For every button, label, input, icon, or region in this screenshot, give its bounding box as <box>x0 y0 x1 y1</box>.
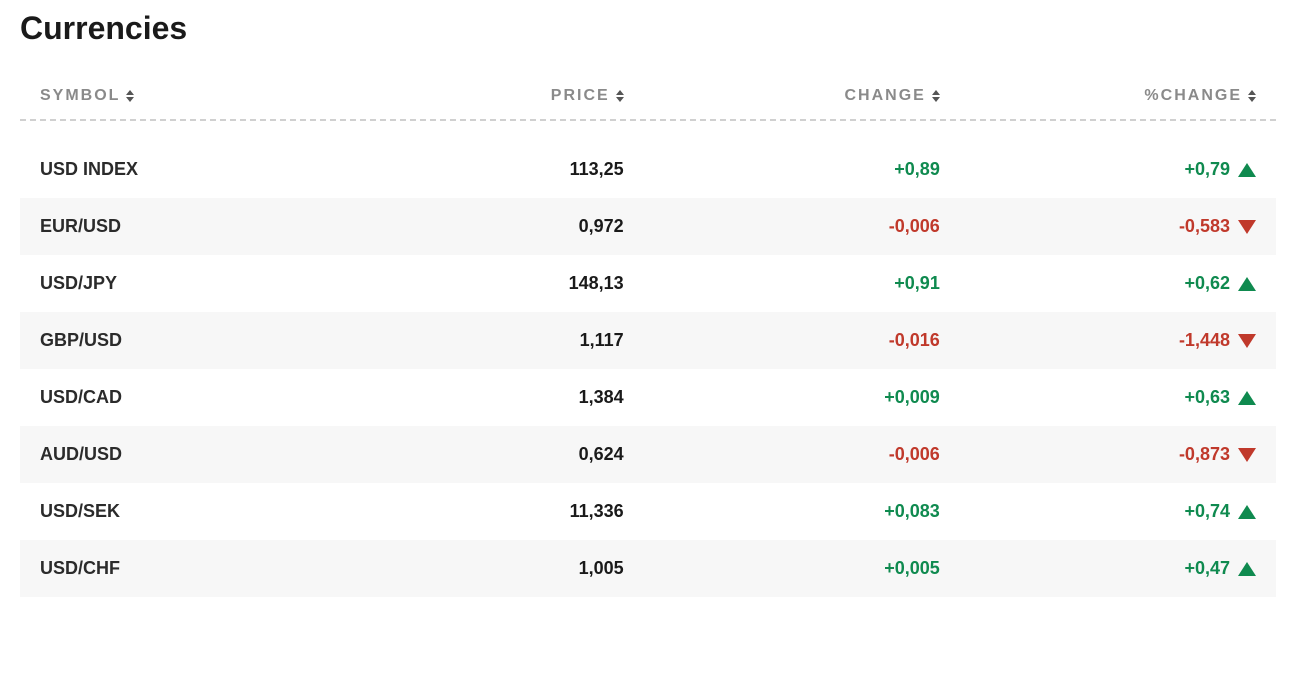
cell-change: -0,016 <box>624 330 940 351</box>
table-row[interactable]: USD/JPY148,13+0,91 +0,62 <box>20 255 1276 312</box>
table-header: SYMBOL PRICE CHANGE %CHANGE <box>20 87 1276 121</box>
arrow-up-icon <box>1238 277 1256 291</box>
cell-pchange: -0,583 <box>940 216 1256 237</box>
table-body: USD INDEX113,25+0,89+0,79EUR/USD0,972-0,… <box>20 141 1276 597</box>
cell-pchange: -0,873 <box>940 444 1256 465</box>
col-header-symbol[interactable]: SYMBOL <box>40 87 368 105</box>
table-row[interactable]: EUR/USD0,972-0,006 -0,583 <box>20 198 1276 255</box>
table-row[interactable]: GBP/USD1,117-0,016 -1,448 <box>20 312 1276 369</box>
cell-pchange: +0,79 <box>940 159 1256 180</box>
col-header-label: CHANGE <box>844 87 925 105</box>
cell-symbol: USD/CAD <box>40 387 368 408</box>
cell-change: +0,91 <box>624 273 940 294</box>
sort-icon <box>932 90 940 102</box>
sort-icon <box>616 90 624 102</box>
cell-price: 1,384 <box>368 387 623 408</box>
table-row[interactable]: USD/SEK11,336+0,083 +0,74 <box>20 483 1276 540</box>
table-row[interactable]: USD/CHF1,005+0,005 +0,47 <box>20 540 1276 597</box>
table-row[interactable]: USD INDEX113,25+0,89 +0,79 <box>20 141 1276 198</box>
arrow-up-icon <box>1238 163 1256 177</box>
cell-pchange: +0,62 <box>940 273 1256 294</box>
cell-price: 0,972 <box>368 216 623 237</box>
cell-change: +0,009 <box>624 387 940 408</box>
cell-symbol: GBP/USD <box>40 330 368 351</box>
cell-price: 113,25 <box>368 159 623 180</box>
cell-price: 11,336 <box>368 501 623 522</box>
cell-pchange: +0,74 <box>940 501 1256 522</box>
pchange-value: -0,583 <box>1179 216 1230 237</box>
cell-price: 0,624 <box>368 444 623 465</box>
cell-pchange: +0,47 <box>940 558 1256 579</box>
pchange-value: -1,448 <box>1179 330 1230 351</box>
arrow-down-icon <box>1238 334 1256 348</box>
cell-change: -0,006 <box>624 444 940 465</box>
arrow-down-icon <box>1238 448 1256 462</box>
pchange-value: +0,63 <box>1184 387 1230 408</box>
arrow-up-icon <box>1238 505 1256 519</box>
cell-change: +0,89 <box>624 159 940 180</box>
pchange-value: +0,74 <box>1184 501 1230 522</box>
cell-symbol: AUD/USD <box>40 444 368 465</box>
cell-symbol: USD/CHF <box>40 558 368 579</box>
pchange-value: +0,79 <box>1184 159 1230 180</box>
cell-symbol: USD/JPY <box>40 273 368 294</box>
arrow-down-icon <box>1238 220 1256 234</box>
cell-price: 1,117 <box>368 330 623 351</box>
sort-icon <box>126 90 134 102</box>
cell-symbol: USD INDEX <box>40 159 368 180</box>
arrow-up-icon <box>1238 391 1256 405</box>
pchange-value: +0,62 <box>1184 273 1230 294</box>
cell-price: 148,13 <box>368 273 623 294</box>
col-header-label: %CHANGE <box>1144 87 1242 105</box>
table-row[interactable]: AUD/USD0,624-0,006 -0,873 <box>20 426 1276 483</box>
cell-pchange: -1,448 <box>940 330 1256 351</box>
cell-change: +0,083 <box>624 501 940 522</box>
pchange-value: +0,47 <box>1184 558 1230 579</box>
arrow-up-icon <box>1238 562 1256 576</box>
col-header-price[interactable]: PRICE <box>368 87 623 105</box>
cell-change: -0,006 <box>624 216 940 237</box>
cell-price: 1,005 <box>368 558 623 579</box>
cell-change: +0,005 <box>624 558 940 579</box>
page-title: Currencies <box>20 10 1276 47</box>
cell-symbol: EUR/USD <box>40 216 368 237</box>
currencies-table: SYMBOL PRICE CHANGE %CHANGE USD INDEX113… <box>20 87 1276 597</box>
table-row[interactable]: USD/CAD1,384+0,009 +0,63 <box>20 369 1276 426</box>
pchange-value: -0,873 <box>1179 444 1230 465</box>
cell-pchange: +0,63 <box>940 387 1256 408</box>
col-header-label: PRICE <box>551 87 610 105</box>
col-header-pchange[interactable]: %CHANGE <box>940 87 1256 105</box>
sort-icon <box>1248 90 1256 102</box>
cell-symbol: USD/SEK <box>40 501 368 522</box>
col-header-label: SYMBOL <box>40 87 120 105</box>
col-header-change[interactable]: CHANGE <box>624 87 940 105</box>
